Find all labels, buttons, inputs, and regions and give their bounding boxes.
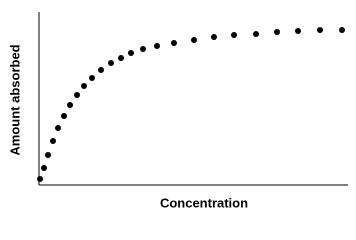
data-point xyxy=(274,29,280,35)
data-point xyxy=(81,83,87,89)
data-point xyxy=(231,32,237,38)
data-point xyxy=(55,125,61,131)
data-point xyxy=(108,60,114,66)
data-point xyxy=(339,27,345,33)
data-point xyxy=(37,176,43,182)
data-point xyxy=(74,92,80,98)
data-point xyxy=(154,43,160,49)
data-point xyxy=(317,27,323,33)
data-point xyxy=(50,138,56,144)
data-point xyxy=(140,46,146,52)
data-point xyxy=(89,75,95,81)
data-point xyxy=(171,40,177,46)
data-point xyxy=(61,113,67,119)
data-point xyxy=(253,31,259,37)
data-point xyxy=(128,50,134,56)
data-point xyxy=(118,55,124,61)
data-point xyxy=(45,152,51,158)
data-point xyxy=(67,102,73,108)
data-point xyxy=(191,37,197,43)
data-point xyxy=(295,28,301,34)
x-axis-label: Concentration xyxy=(160,195,248,210)
chart: Concentration Amount absorbed xyxy=(7,12,348,210)
data-point xyxy=(211,34,217,40)
y-axis-label: Amount absorbed xyxy=(7,44,22,155)
data-point xyxy=(41,165,47,171)
data-point xyxy=(98,67,104,73)
